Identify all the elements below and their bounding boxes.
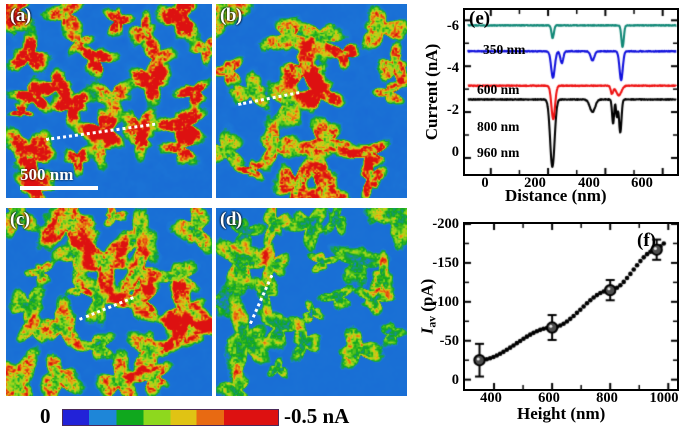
- plot-f-yaxis-subscript: av: [425, 316, 439, 328]
- scalebar: 500 nm: [20, 166, 98, 190]
- plot-e-yaxis-title: Current (nA): [422, 43, 441, 141]
- plot-f-yaxis-unit: (pA): [417, 278, 437, 317]
- afm-panel-c: (c): [6, 208, 212, 396]
- plot-f-xtick-600: 600: [538, 390, 560, 406]
- panel-label-d: (d): [220, 209, 242, 230]
- afm-image-c: [6, 208, 212, 396]
- scalebar-label: 500 nm: [20, 165, 74, 184]
- plot-e-canvas: [465, 10, 677, 174]
- plot-e-ytick-0: -6: [446, 18, 459, 34]
- plot-f-xtick-1000: 1000: [649, 390, 679, 406]
- plot-f-xtick-400: 400: [480, 390, 502, 406]
- colorbar: [62, 409, 279, 426]
- panel-label-f: (f): [637, 230, 656, 251]
- plot-f-ytick-200: -200: [432, 216, 459, 232]
- plot-e-series-label-350: 350 nm: [483, 42, 526, 57]
- plot-f-ytick-150: -150: [432, 255, 459, 271]
- afm-panel-a: (a) 500 nm: [6, 4, 212, 198]
- colorbar-max-label: -0.5 nA: [284, 404, 350, 428]
- afm-panel-d: (d): [216, 208, 407, 396]
- plot-e-xtick-0: 0: [481, 175, 489, 191]
- panel-label-c: (c): [10, 209, 30, 230]
- panel-label-e: (e): [469, 8, 491, 29]
- plot-e-ytick-2: -2: [446, 102, 459, 118]
- afm-image-a: [6, 4, 212, 198]
- colorbar-min-label: 0: [40, 404, 51, 428]
- plot-panel-e: (e) -6 -4 -2 0 0 200 400 600 Distance (n…: [415, 0, 685, 205]
- plot-f-xaxis-title: Height (nm): [517, 404, 606, 423]
- plot-e-series-label-600: 600 nm: [477, 82, 520, 97]
- plot-f-xtick-800: 800: [596, 390, 618, 406]
- plot-f-yaxis-symbol: I: [417, 327, 437, 335]
- plot-panel-f: (f) -200 -150 -100 -50 0 400 600 800 100…: [415, 212, 685, 433]
- plot-e-ytick-3: 0: [451, 144, 459, 160]
- plot-e-ytick-1: -4: [446, 60, 459, 76]
- afm-image-b: [216, 4, 407, 198]
- plot-f-ytick-0: 0: [451, 372, 459, 388]
- panel-label-a: (a): [10, 5, 31, 26]
- plot-f-ytick-50: -50: [439, 333, 459, 349]
- plot-e-xaxis-title: Distance (nm): [505, 186, 607, 205]
- plot-f-ytick-100: -100: [432, 294, 459, 310]
- plot-f-canvas: [465, 224, 677, 389]
- plot-e-series-label-800: 800 nm: [477, 119, 520, 134]
- plot-e-series-label-960: 960 nm: [477, 145, 520, 160]
- plot-e-xtick-3: 600: [631, 175, 653, 191]
- scalebar-line: [20, 186, 98, 190]
- afm-panel-b: (b): [216, 4, 407, 198]
- plot-e-xtick-2: 400: [578, 175, 600, 191]
- plot-e-xtick-1: 200: [524, 175, 546, 191]
- plot-f-yaxis-title: Iav (pA): [418, 251, 439, 361]
- afm-image-d: [216, 208, 407, 396]
- panel-label-b: (b): [220, 5, 242, 26]
